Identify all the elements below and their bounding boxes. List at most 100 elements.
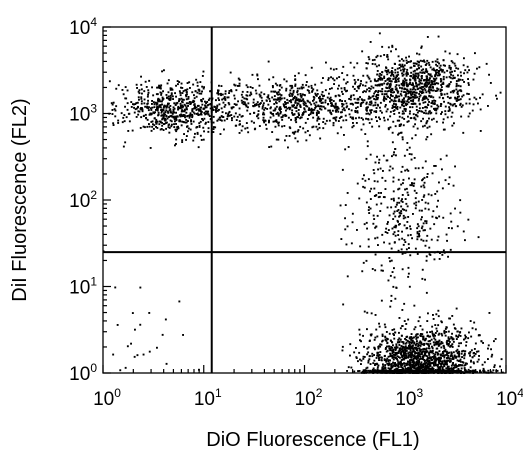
data-point xyxy=(389,260,391,263)
data-point xyxy=(448,97,451,100)
data-point xyxy=(376,335,379,338)
data-point xyxy=(299,106,302,108)
data-point xyxy=(362,74,365,77)
data-point xyxy=(400,94,403,97)
data-point xyxy=(376,94,378,96)
data-point xyxy=(259,95,262,98)
data-point xyxy=(385,110,388,113)
data-point xyxy=(401,98,404,101)
data-point xyxy=(381,333,384,336)
data-point xyxy=(424,359,427,362)
data-point xyxy=(395,48,397,51)
data-point xyxy=(445,154,448,157)
data-point xyxy=(301,113,304,116)
data-point xyxy=(426,234,429,237)
data-point xyxy=(362,334,364,337)
data-point xyxy=(380,369,382,372)
data-point xyxy=(386,55,389,58)
data-point xyxy=(241,115,244,117)
data-point xyxy=(408,112,411,115)
data-point xyxy=(389,339,392,342)
data-point xyxy=(196,131,199,134)
data-point xyxy=(395,88,398,91)
data-point xyxy=(448,109,451,112)
data-point xyxy=(128,120,131,123)
data-point xyxy=(255,103,258,105)
data-point xyxy=(319,98,322,100)
data-point xyxy=(443,128,446,131)
data-point xyxy=(240,115,243,118)
data-point xyxy=(410,102,413,105)
data-point xyxy=(152,123,154,126)
data-point xyxy=(189,113,192,116)
data-point xyxy=(247,106,249,109)
data-point xyxy=(403,105,405,108)
data-point xyxy=(383,116,385,119)
data-point xyxy=(410,352,413,355)
data-point xyxy=(200,99,203,101)
data-point xyxy=(405,362,407,365)
data-point xyxy=(413,91,415,94)
data-point xyxy=(441,168,443,171)
data-point xyxy=(391,67,394,69)
data-point xyxy=(395,224,398,227)
data-point xyxy=(423,350,426,353)
data-point xyxy=(370,85,373,88)
data-point xyxy=(386,108,389,111)
data-point xyxy=(428,117,430,120)
data-point xyxy=(227,96,230,99)
data-point xyxy=(353,351,356,354)
data-point xyxy=(393,337,396,340)
data-point xyxy=(424,81,427,84)
data-point xyxy=(413,202,416,205)
data-point xyxy=(398,84,401,87)
data-point xyxy=(421,90,424,93)
data-point xyxy=(302,100,305,103)
data-point xyxy=(175,123,177,125)
data-point xyxy=(432,210,435,213)
data-point xyxy=(399,93,402,95)
data-point xyxy=(417,361,420,364)
data-point xyxy=(294,74,296,77)
data-point xyxy=(410,153,413,156)
data-point xyxy=(350,94,353,97)
data-point xyxy=(399,361,402,363)
data-point xyxy=(370,100,373,103)
data-point xyxy=(393,276,396,279)
data-point xyxy=(394,63,396,65)
data-point xyxy=(377,78,380,80)
data-point xyxy=(416,52,418,55)
data-point xyxy=(337,110,340,113)
data-point xyxy=(432,96,435,99)
data-point xyxy=(476,360,479,363)
data-point xyxy=(415,82,417,84)
data-point xyxy=(398,59,401,62)
data-point xyxy=(165,109,168,112)
data-point xyxy=(329,109,331,112)
data-point xyxy=(426,370,428,372)
data-point xyxy=(421,82,423,85)
data-point xyxy=(366,366,369,369)
data-point xyxy=(155,118,158,121)
data-point xyxy=(216,119,219,122)
data-point xyxy=(473,362,475,365)
data-point xyxy=(420,365,422,368)
data-point xyxy=(393,241,396,244)
data-point xyxy=(418,353,421,356)
data-point xyxy=(410,354,413,357)
data-point xyxy=(412,344,414,347)
data-point xyxy=(207,130,210,133)
data-point xyxy=(246,98,249,101)
data-point xyxy=(412,73,415,76)
data-point xyxy=(262,102,265,105)
data-point xyxy=(394,352,397,354)
data-point xyxy=(396,201,399,204)
data-point xyxy=(458,350,461,353)
data-point xyxy=(369,80,372,83)
data-point xyxy=(126,345,129,348)
data-point xyxy=(442,83,445,85)
data-point xyxy=(195,78,198,81)
data-point xyxy=(163,69,165,72)
data-point xyxy=(458,355,461,358)
data-point xyxy=(494,338,497,340)
